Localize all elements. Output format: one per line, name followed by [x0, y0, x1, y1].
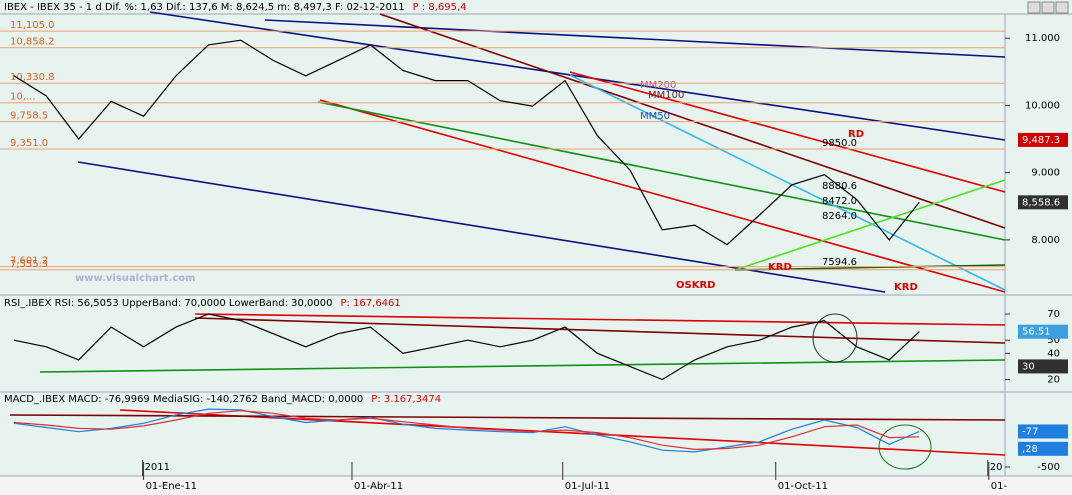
level-label: 11,105.0 — [10, 20, 55, 31]
value-box — [1018, 324, 1068, 339]
y-tick-label: -500 — [1037, 462, 1060, 473]
series-line — [13, 39, 920, 246]
series-line — [13, 408, 920, 453]
window-buttons[interactable] — [1027, 1, 1069, 14]
level-label: 10,... — [10, 92, 35, 103]
y-tick-label: 8.000 — [1031, 235, 1060, 246]
y-tick-label: 20 — [1047, 375, 1060, 386]
value-box-label: 9,487.3 — [1022, 135, 1060, 146]
value-box-label: 8,558.6 — [1022, 197, 1060, 208]
level-label: 10,858.2 — [10, 37, 55, 48]
panel-borders — [0, 13, 1072, 477]
level-label: 10,330.8 — [10, 72, 55, 83]
trend-lines — [9, 11, 1006, 470]
y-tick-label: 40 — [1047, 348, 1060, 359]
panel-title: RSI_.IBEX RSI: 56,5053 UpperBand: 70,000… — [4, 298, 332, 309]
annotation: 8264.0 — [822, 211, 857, 222]
value-box-label: 56.51 — [1022, 327, 1051, 338]
annotation: KRD — [894, 282, 918, 293]
annotation: MM50 — [640, 111, 670, 122]
y-tick-label: 11.000 — [1025, 33, 1060, 44]
annotation: www.visualchart.com — [75, 273, 196, 284]
annotation: 9850.0 — [822, 138, 857, 149]
y-tick-label: 9.000 — [1031, 168, 1060, 179]
panel-title: IBEX - IBEX 35 - 1 d Dif. %: 1,63 Dif.: … — [4, 2, 405, 13]
y-tick-label: 70 — [1047, 309, 1060, 320]
level-label: 9,351.0 — [10, 138, 48, 149]
level-label: 7,601.2 — [10, 256, 48, 267]
value-box — [1018, 359, 1068, 374]
y-tick-label: 50 — [1047, 335, 1060, 346]
value-box — [1018, 424, 1068, 439]
annotation: MM200 — [640, 80, 676, 91]
panel-title: MACD_.IBEX MACD: -76,9969 MediaSIG: -140… — [4, 394, 363, 405]
panel-title-extra: P: 167,6461 — [340, 298, 400, 309]
value-box-label: 30 — [1022, 361, 1035, 372]
y-tick-label: 10.000 — [1025, 100, 1060, 111]
series-line — [13, 313, 920, 381]
x-tick-label: 01-Jul-11 — [565, 481, 610, 492]
value-box-label: ,28 — [1022, 444, 1038, 455]
annotation: OSKRD — [676, 280, 715, 291]
annotation: 8880.6 — [822, 181, 857, 192]
x-tick-label: 01-Abr-11 — [354, 481, 403, 492]
level-label: 9,758.5 — [10, 111, 48, 122]
value-box-label: -77 — [1022, 426, 1038, 437]
annotation: 8472.0 — [822, 196, 857, 207]
panel-title-extra: P: 3.167,3474 — [371, 394, 441, 405]
x-tick-label: 01-Ene-11 — [146, 481, 197, 492]
value-box — [1018, 195, 1068, 210]
series-line — [13, 410, 920, 451]
value-box — [1018, 441, 1068, 456]
annotation: RD — [848, 129, 864, 140]
time-axis-bg — [0, 476, 1072, 495]
year-label: 20 — [990, 462, 1003, 473]
annotation: 7594.6 — [822, 257, 857, 268]
annotation: MM100 — [648, 90, 684, 101]
year-label: 2011 — [145, 462, 170, 473]
level-label: 7,555.3 — [10, 259, 48, 270]
panel-title-extra: P : 8,695,4 — [413, 2, 467, 13]
x-tick-label: 01-Oct-11 — [778, 481, 828, 492]
annotation: KRD — [768, 262, 792, 273]
value-box — [1018, 132, 1068, 147]
x-tick-label: 01- — [991, 481, 1008, 492]
